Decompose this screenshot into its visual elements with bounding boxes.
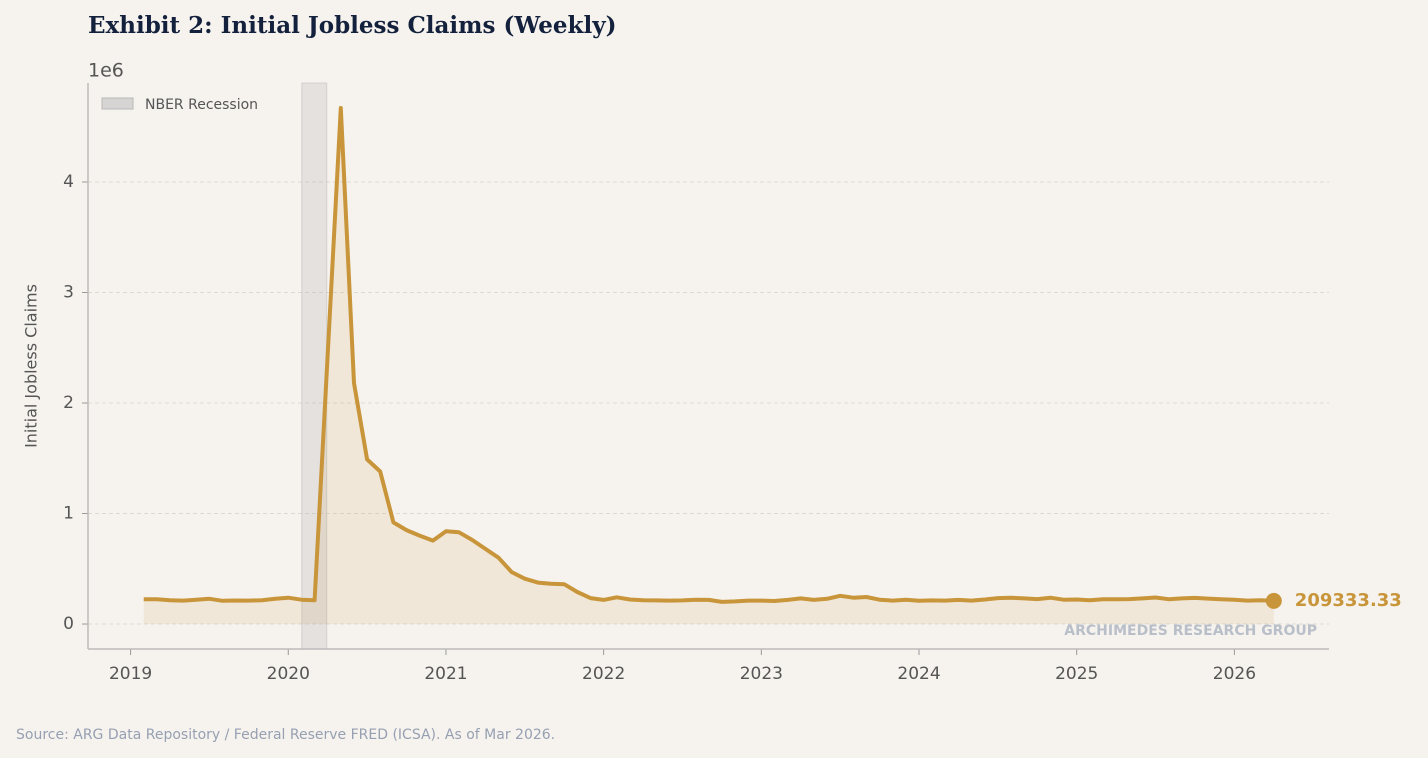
legend-swatch: [101, 97, 134, 110]
x-tick-label: 2025: [1055, 664, 1098, 684]
legend-label: NBER Recession: [145, 97, 258, 113]
watermark: ARCHIMEDES RESEARCH GROUP: [1064, 623, 1317, 639]
y-offset-label: 1e6: [88, 60, 124, 82]
y-tick-label: 1: [63, 504, 74, 524]
x-tick-label: 2021: [424, 664, 467, 684]
y-tick-label: 4: [63, 172, 74, 192]
x-tick-label: 2026: [1213, 664, 1256, 684]
x-tick-label: 2023: [740, 664, 783, 684]
line: [143, 106, 1274, 604]
last-point: [1265, 592, 1282, 609]
last-value-label: 209333.33: [1295, 590, 1402, 611]
y-axis-label: Initial Jobless Claims: [22, 284, 41, 448]
y-tick-label: 0: [63, 614, 74, 634]
x-tick-label: 2022: [582, 664, 625, 684]
x-tick-label: 2020: [267, 664, 310, 684]
source-note: Source: ARG Data Repository / Federal Re…: [16, 727, 555, 743]
x-tick-label: 2019: [109, 664, 152, 684]
y-tick-label: 2: [63, 393, 74, 413]
chart-title: Exhibit 2: Initial Jobless Claims (Weekl…: [88, 12, 616, 39]
y-tick-label: 3: [63, 283, 74, 303]
x-tick-label: 2024: [897, 664, 940, 684]
